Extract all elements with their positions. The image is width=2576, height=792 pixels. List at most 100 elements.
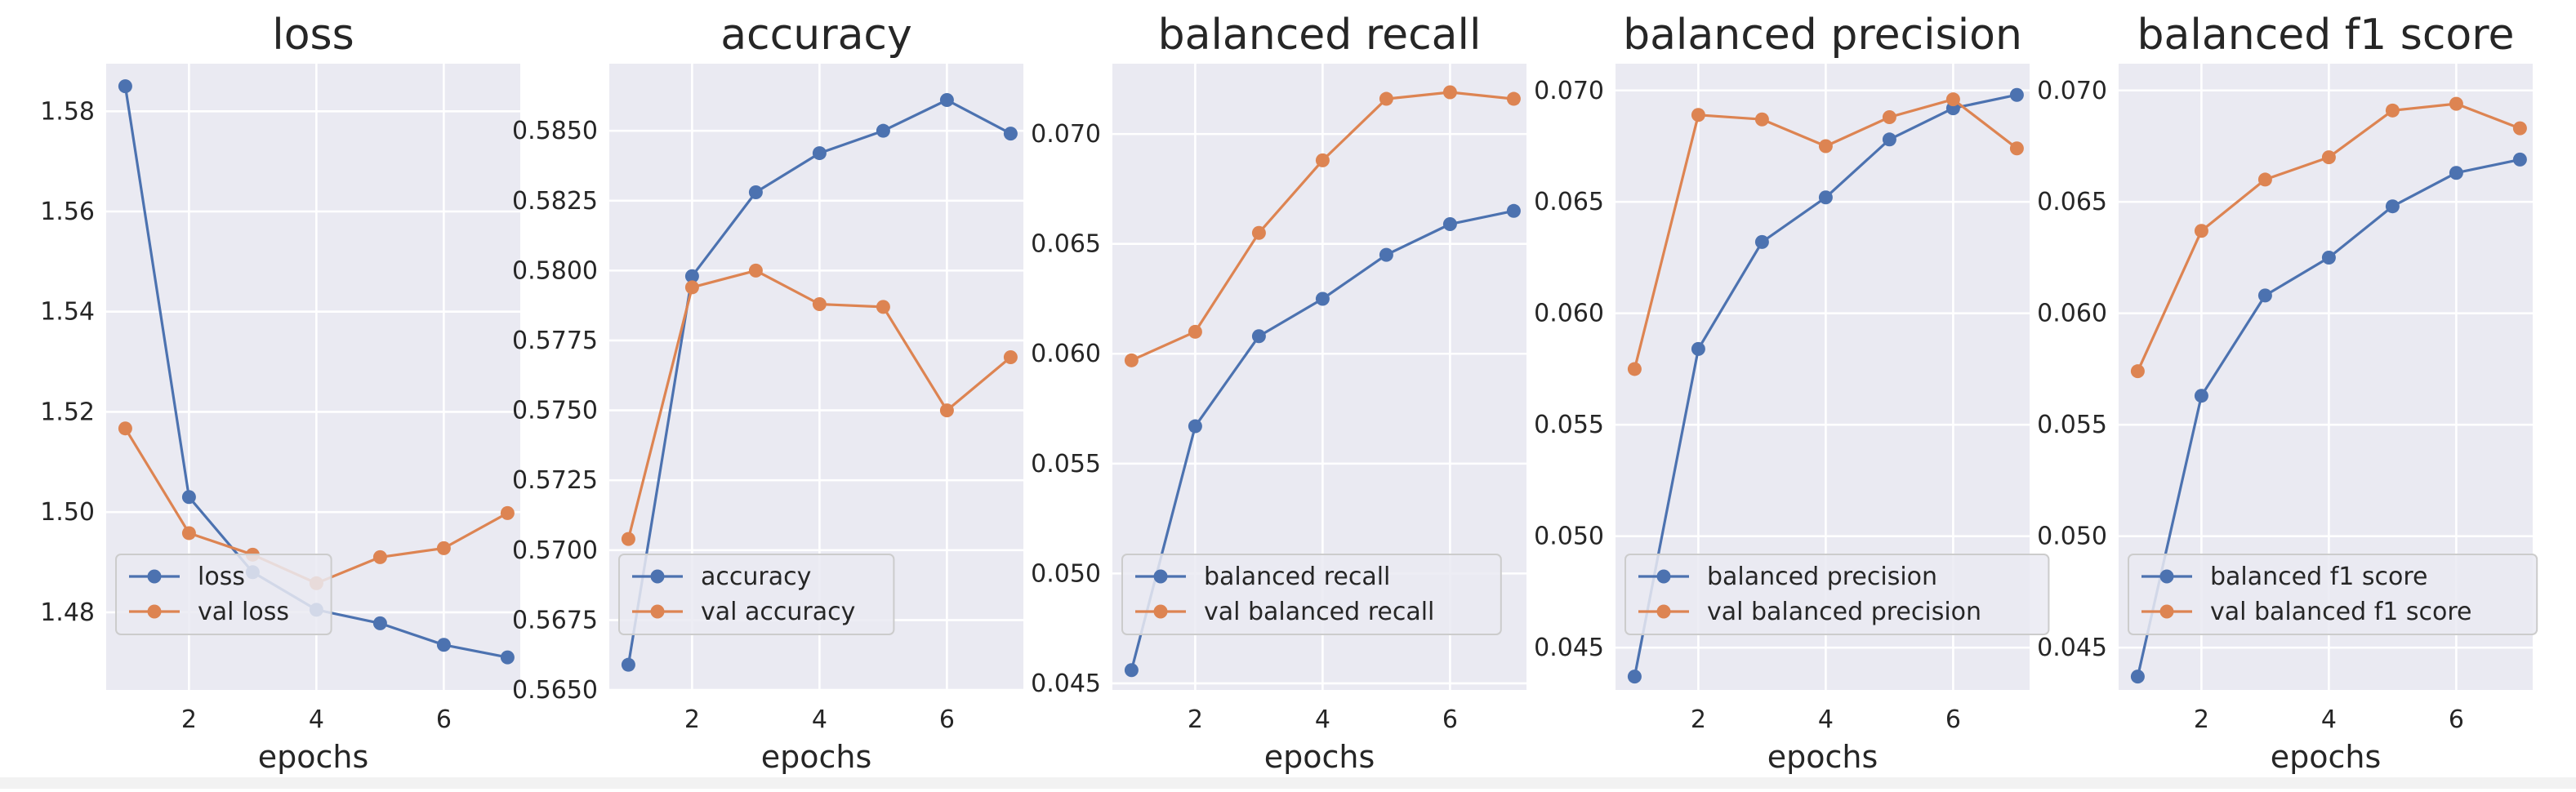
y-tick-label: 0.045 bbox=[1534, 634, 1604, 662]
panel-title: balanced precision bbox=[1623, 11, 2022, 60]
data-point-val bbox=[1442, 85, 1457, 100]
legend-label: val loss bbox=[198, 598, 289, 626]
data-point-train bbox=[2385, 199, 2400, 214]
legend-marker bbox=[1656, 604, 1671, 619]
legend-marker bbox=[650, 569, 665, 584]
data-point-train bbox=[939, 93, 954, 108]
data-point-val bbox=[372, 550, 387, 564]
legend-label: val balanced precision bbox=[1707, 598, 1981, 626]
y-tick-label: 0.5650 bbox=[512, 676, 598, 705]
y-tick-label: 0.065 bbox=[1534, 188, 1604, 216]
y-tick-label: 1.48 bbox=[40, 598, 95, 627]
data-point-val bbox=[2257, 172, 2272, 187]
x-tick-label: 4 bbox=[1315, 705, 1330, 734]
legend-label: val balanced recall bbox=[1204, 598, 1434, 626]
x-tick-label: 2 bbox=[2194, 705, 2209, 734]
data-point-val bbox=[812, 296, 827, 311]
data-point-train bbox=[621, 657, 635, 672]
data-point-train bbox=[748, 185, 763, 200]
data-point-train bbox=[1882, 132, 1896, 147]
data-point-val bbox=[436, 541, 451, 555]
data-point-val bbox=[1506, 91, 1521, 106]
legend-label: balanced precision bbox=[1707, 563, 1937, 591]
panel-3: balanced recall 0.045 0.050 0.055 0.060 0.065… bbox=[1031, 11, 1526, 775]
legend-marker bbox=[147, 604, 162, 619]
x-axis-label: epochs bbox=[1767, 739, 1879, 775]
y-tick-label: 0.050 bbox=[2037, 523, 2107, 551]
y-tick-label: 1.58 bbox=[40, 97, 95, 126]
x-tick-label: 6 bbox=[436, 705, 452, 734]
data-point-val bbox=[500, 505, 515, 520]
data-point-val bbox=[1379, 91, 1393, 106]
y-tick-label: 0.045 bbox=[1031, 670, 1101, 698]
data-point-val bbox=[621, 532, 635, 546]
data-point-val bbox=[1124, 353, 1139, 367]
data-point-val bbox=[1627, 362, 1642, 376]
data-point-train bbox=[1442, 216, 1457, 231]
data-point-train bbox=[2257, 288, 2272, 303]
data-point-train bbox=[1754, 234, 1769, 249]
y-tick-label: 1.56 bbox=[40, 198, 95, 226]
y-tick-label: 0.5725 bbox=[512, 466, 598, 495]
y-tick-label: 0.055 bbox=[2037, 411, 2107, 439]
legend-box bbox=[1121, 554, 1502, 635]
y-tick-label: 0.5750 bbox=[512, 397, 598, 425]
data-point-val bbox=[2449, 96, 2463, 111]
data-point-val bbox=[1818, 139, 1833, 154]
data-point-train bbox=[2194, 389, 2208, 403]
legend-marker bbox=[1656, 569, 1671, 584]
x-tick-label: 6 bbox=[1442, 705, 1458, 734]
panel-title: balanced f1 score bbox=[2137, 11, 2515, 60]
footer-strip bbox=[0, 777, 2576, 789]
y-tick-label: 0.5825 bbox=[512, 187, 598, 216]
x-tick-label: 2 bbox=[1188, 705, 1203, 734]
x-tick-label: 4 bbox=[1818, 705, 1834, 734]
legend-marker bbox=[1153, 604, 1168, 619]
y-tick-label: 0.060 bbox=[2037, 300, 2107, 328]
data-point-val bbox=[1315, 153, 1330, 167]
x-axis-label: epochs bbox=[761, 739, 872, 775]
x-tick-label: 2 bbox=[1691, 705, 1706, 734]
data-point-val bbox=[2512, 121, 2527, 136]
data-point-val bbox=[2009, 141, 2024, 156]
legend-marker bbox=[2159, 604, 2174, 619]
panel-title: accuracy bbox=[720, 11, 912, 60]
legend-box bbox=[115, 554, 332, 635]
data-point-train bbox=[1627, 670, 1642, 684]
legend-label: loss bbox=[198, 563, 245, 591]
y-tick-label: 0.5850 bbox=[512, 117, 598, 145]
panel-1: loss 1.48 1.50 1.52 1.54 1.56 1.58 2 4 6 epochs los… bbox=[40, 11, 520, 775]
y-tick-label: 0.060 bbox=[1534, 300, 1604, 328]
y-tick-label: 1.50 bbox=[40, 498, 95, 527]
legend-label: val balanced f1 score bbox=[2210, 598, 2472, 626]
data-point-train bbox=[2512, 152, 2527, 167]
legend-marker bbox=[147, 569, 162, 584]
data-point-train bbox=[2449, 166, 2463, 180]
y-tick-label: 0.065 bbox=[2037, 188, 2107, 216]
data-point-train bbox=[876, 123, 890, 138]
y-tick-label: 0.070 bbox=[1534, 77, 1604, 105]
y-tick-label: 0.5700 bbox=[512, 536, 598, 565]
panel-4: balanced precision 0.045 0.050 0.055 0.060 0.… bbox=[1534, 11, 2050, 775]
x-tick-label: 6 bbox=[2449, 705, 2464, 734]
data-point-val bbox=[2321, 150, 2336, 165]
x-tick-label: 4 bbox=[2321, 705, 2337, 734]
y-tick-label: 0.5675 bbox=[512, 606, 598, 634]
data-point-train bbox=[118, 79, 132, 94]
data-point-train bbox=[1003, 127, 1018, 141]
data-point-val bbox=[748, 263, 763, 278]
data-point-val bbox=[684, 280, 699, 295]
data-point-val bbox=[1003, 350, 1018, 365]
data-point-val bbox=[1945, 92, 1960, 107]
data-point-train bbox=[372, 616, 387, 630]
data-point-train bbox=[2321, 250, 2336, 265]
data-point-train bbox=[1124, 663, 1139, 678]
data-point-val bbox=[876, 300, 890, 314]
data-point-train bbox=[812, 146, 827, 161]
legend-label: val accuracy bbox=[701, 598, 855, 626]
y-tick-label: 0.5775 bbox=[512, 327, 598, 355]
x-axis-label: epochs bbox=[2271, 739, 2382, 775]
y-tick-label: 1.52 bbox=[40, 398, 95, 426]
panel-2: accuracy 0.5650 0.5675 0.5700 0.5725 0.5750 0.… bbox=[512, 11, 1023, 775]
